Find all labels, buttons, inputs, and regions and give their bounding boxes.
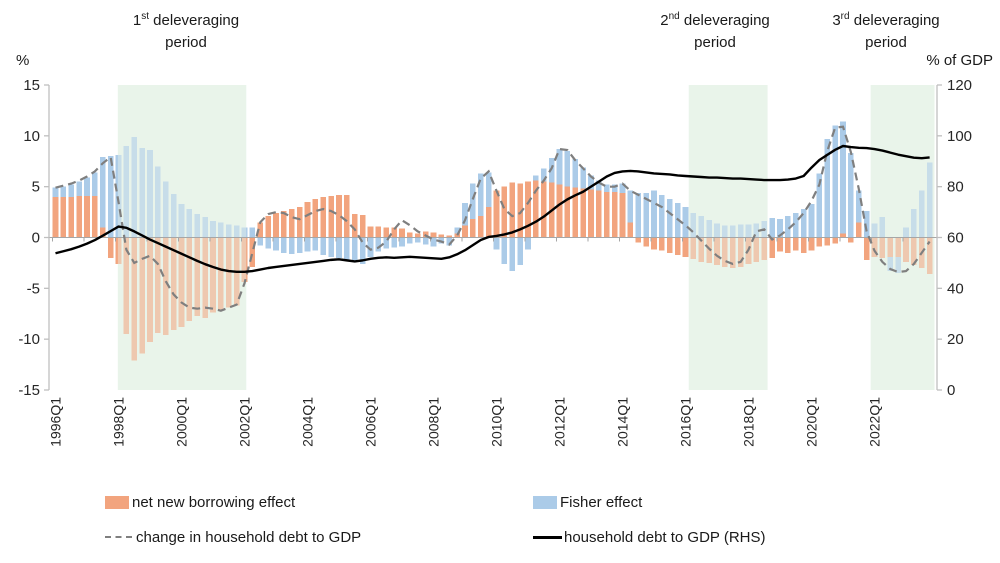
- annotation-line2: period: [865, 34, 907, 51]
- annotation-second-deleveraging-period: 2nd deleveraging period: [620, 6, 810, 54]
- svg-text:0: 0: [32, 230, 40, 247]
- svg-text:2004Q1: 2004Q1: [300, 397, 316, 447]
- legend-item-net-new-borrowing: net new borrowing effect: [105, 492, 295, 512]
- legend-label: Fisher effect: [560, 493, 643, 511]
- svg-text:10: 10: [23, 128, 40, 145]
- svg-text:15: 15: [23, 77, 40, 94]
- svg-text:100: 100: [947, 128, 972, 145]
- svg-text:20: 20: [947, 331, 964, 348]
- annotation-third-deleveraging-period: 3rd deleveraging period: [791, 6, 981, 54]
- legend-label: household debt to GDP (RHS): [564, 528, 766, 546]
- svg-text:0: 0: [947, 382, 955, 399]
- svg-text:2012Q1: 2012Q1: [552, 397, 568, 447]
- svg-text:80: 80: [947, 179, 964, 196]
- svg-text:2010Q1: 2010Q1: [489, 397, 505, 447]
- svg-text:120: 120: [947, 77, 972, 94]
- annotation-line2: period: [165, 34, 207, 51]
- annotation-first-deleveraging-period: 1st deleveraging period: [91, 6, 281, 54]
- svg-text:2014Q1: 2014Q1: [615, 397, 631, 447]
- svg-text:5: 5: [32, 179, 40, 196]
- annotation-line1: 1st deleveraging: [132, 11, 240, 29]
- svg-text:1996Q1: 1996Q1: [48, 397, 64, 447]
- right-axis-unit-label: % of GDP: [926, 52, 993, 69]
- legend-item-debt-to-gdp-rhs: household debt to GDP (RHS): [533, 527, 766, 547]
- svg-text:60: 60: [947, 230, 964, 247]
- plot-area: 15 10 5 0 -5 -10 -15 120 100 80 60 40 20 0 1996Q1 1998Q…: [18, 77, 972, 447]
- annotation-line1: 2nd deleveraging: [660, 11, 770, 29]
- legend-label: change in household debt to GDP: [136, 528, 362, 546]
- svg-text:2020Q1: 2020Q1: [804, 397, 820, 447]
- svg-text:2006Q1: 2006Q1: [363, 397, 379, 447]
- svg-text:-15: -15: [18, 382, 40, 399]
- svg-text:2018Q1: 2018Q1: [741, 397, 757, 447]
- svg-text:-5: -5: [27, 280, 40, 297]
- svg-text:2016Q1: 2016Q1: [678, 397, 694, 447]
- dashed-line-marker-icon: [105, 536, 132, 538]
- svg-text:1998Q1: 1998Q1: [111, 397, 127, 447]
- legend-label: net new borrowing effect: [132, 493, 296, 511]
- svg-text:2000Q1: 2000Q1: [174, 397, 190, 447]
- svg-text:2022Q1: 2022Q1: [867, 397, 883, 447]
- left-axis-unit-label: %: [16, 52, 30, 69]
- legend-item-change-in-debt: change in household debt to GDP: [105, 527, 361, 547]
- net-new-borrowing-swatch-icon: [105, 495, 129, 509]
- annotation-line2: period: [694, 34, 736, 51]
- svg-text:2008Q1: 2008Q1: [426, 397, 442, 447]
- svg-text:40: 40: [947, 280, 964, 297]
- annotation-line1: 3rd deleveraging: [832, 11, 940, 29]
- svg-text:-10: -10: [18, 331, 40, 348]
- fisher-effect-swatch-icon: [533, 495, 557, 509]
- legend-item-fisher-effect: Fisher effect: [533, 492, 642, 512]
- solid-line-marker-icon: [533, 535, 562, 539]
- svg-text:2002Q1: 2002Q1: [237, 397, 253, 447]
